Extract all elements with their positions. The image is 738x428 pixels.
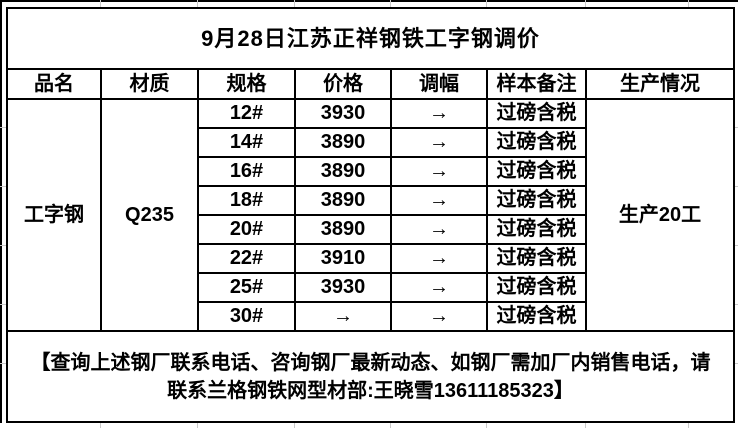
- gridline-tick: [100, 423, 101, 428]
- cell-price: 3930: [294, 272, 392, 303]
- gridline-tick: [585, 423, 586, 428]
- gridline-tick: [294, 423, 295, 428]
- cell-price-arrow: →: [294, 301, 392, 332]
- cell-change-arrow: →: [390, 243, 488, 274]
- gridline-tick: [733, 304, 738, 305]
- cell-product: 工字钢: [6, 98, 102, 332]
- gridline-tick: [197, 0, 198, 7]
- table-row: 18# 3890 → 过磅含税: [7, 185, 734, 216]
- cell-note: 过磅含税: [486, 301, 587, 332]
- crop-edge-top-line: [0, 0, 738, 2]
- gridline-tick: [733, 245, 738, 246]
- contact-note: 【查询上述钢厂联系电话、咨询钢厂最新动态、如钢厂需加厂内销售电话，请 联系兰格钢…: [5, 330, 736, 423]
- gridline-tick: [197, 423, 198, 428]
- table-row: 工字钢 Q235 12# 3930 → 过磅含税 生产20工: [6, 98, 736, 332]
- cell-price: 3930: [294, 98, 392, 129]
- gridline-tick: [486, 0, 487, 7]
- gridline-tick: [0, 127, 6, 128]
- gridline-tick: [0, 245, 6, 246]
- cell-material: Q235: [100, 98, 199, 332]
- gridline-tick: [0, 304, 6, 305]
- gridline-tick: [390, 0, 391, 7]
- cell-change-arrow: →: [390, 127, 488, 158]
- cell-note: 过磅含税: [486, 272, 587, 303]
- cell-note: 过磅含税: [486, 243, 587, 274]
- cell-price: 3910: [294, 243, 392, 274]
- cell-spec: 22#: [197, 243, 296, 274]
- price-table: 9月28日江苏正祥钢铁工字钢调价 品名 材质 规格 价格 调幅 样本备注 生产情…: [5, 7, 736, 423]
- col-header-price: 价格: [294, 68, 392, 100]
- cell-change-arrow: →: [390, 214, 488, 245]
- cell-note: 过磅含税: [486, 98, 587, 129]
- cell-price: 3890: [294, 214, 392, 245]
- cell-production: 生产20工: [584, 98, 736, 332]
- table-row: 22# 3910 → 过磅含税: [7, 243, 734, 274]
- cell-note: 过磅含税: [486, 156, 587, 187]
- contact-note-line2: 联系兰格钢铁网型材部:王晓雪13611185323】: [167, 379, 574, 402]
- gridline-tick: [100, 0, 101, 7]
- cell-spec: 20#: [197, 214, 296, 245]
- cell-change-arrow: →: [390, 272, 488, 303]
- gridline-tick: [688, 0, 689, 7]
- col-header-material: 材质: [100, 68, 199, 100]
- cell-spec: 18#: [197, 185, 296, 216]
- table-row: 25# 3930 → 过磅含税: [7, 272, 734, 303]
- cell-note: 过磅含税: [486, 127, 587, 158]
- table-title: 9月28日江苏正祥钢铁工字钢调价: [5, 7, 736, 70]
- col-header-note: 样本备注: [486, 68, 587, 100]
- cell-price: 3890: [294, 127, 392, 158]
- gridline-tick: [733, 363, 738, 364]
- cell-spec: 14#: [197, 127, 296, 158]
- gridline-tick: [0, 363, 6, 364]
- cell-price: 3890: [294, 185, 392, 216]
- gridline-tick: [585, 0, 586, 7]
- gridline-tick: [486, 423, 487, 428]
- table-row: 14# 3890 → 过磅含税: [7, 127, 734, 158]
- table-row: 30# → → 过磅含税: [7, 301, 734, 332]
- col-header-production: 生产情况: [584, 68, 736, 100]
- col-header-product: 品名: [6, 68, 102, 100]
- col-header-spec: 规格: [197, 68, 296, 100]
- cell-price: 3890: [294, 156, 392, 187]
- gridline-tick: [733, 186, 738, 187]
- gridline-tick: [0, 186, 6, 187]
- cell-change-arrow: →: [390, 156, 488, 187]
- gridline-tick: [688, 423, 689, 428]
- crop-edge-left-line: [0, 0, 2, 423]
- cell-note: 过磅含税: [486, 185, 587, 216]
- table-row: 16# 3890 → 过磅含税: [7, 156, 734, 187]
- table-row: 20# 3890 → 过磅含税: [7, 214, 734, 245]
- cell-spec: 30#: [197, 301, 296, 332]
- cell-spec: 12#: [197, 98, 296, 129]
- cell-change-arrow: →: [390, 185, 488, 216]
- gridline-tick: [390, 423, 391, 428]
- cell-change-arrow: →: [390, 301, 488, 332]
- gridline-tick: [294, 0, 295, 7]
- cell-spec: 25#: [197, 272, 296, 303]
- gridline-tick: [733, 127, 738, 128]
- contact-note-line1: 【查询上述钢厂联系电话、咨询钢厂最新动态、如钢厂需加厂内销售电话，请: [30, 351, 711, 374]
- cell-change-arrow: →: [390, 98, 488, 129]
- col-header-change: 调幅: [390, 68, 488, 100]
- cell-spec: 16#: [197, 156, 296, 187]
- cell-note: 过磅含税: [486, 214, 587, 245]
